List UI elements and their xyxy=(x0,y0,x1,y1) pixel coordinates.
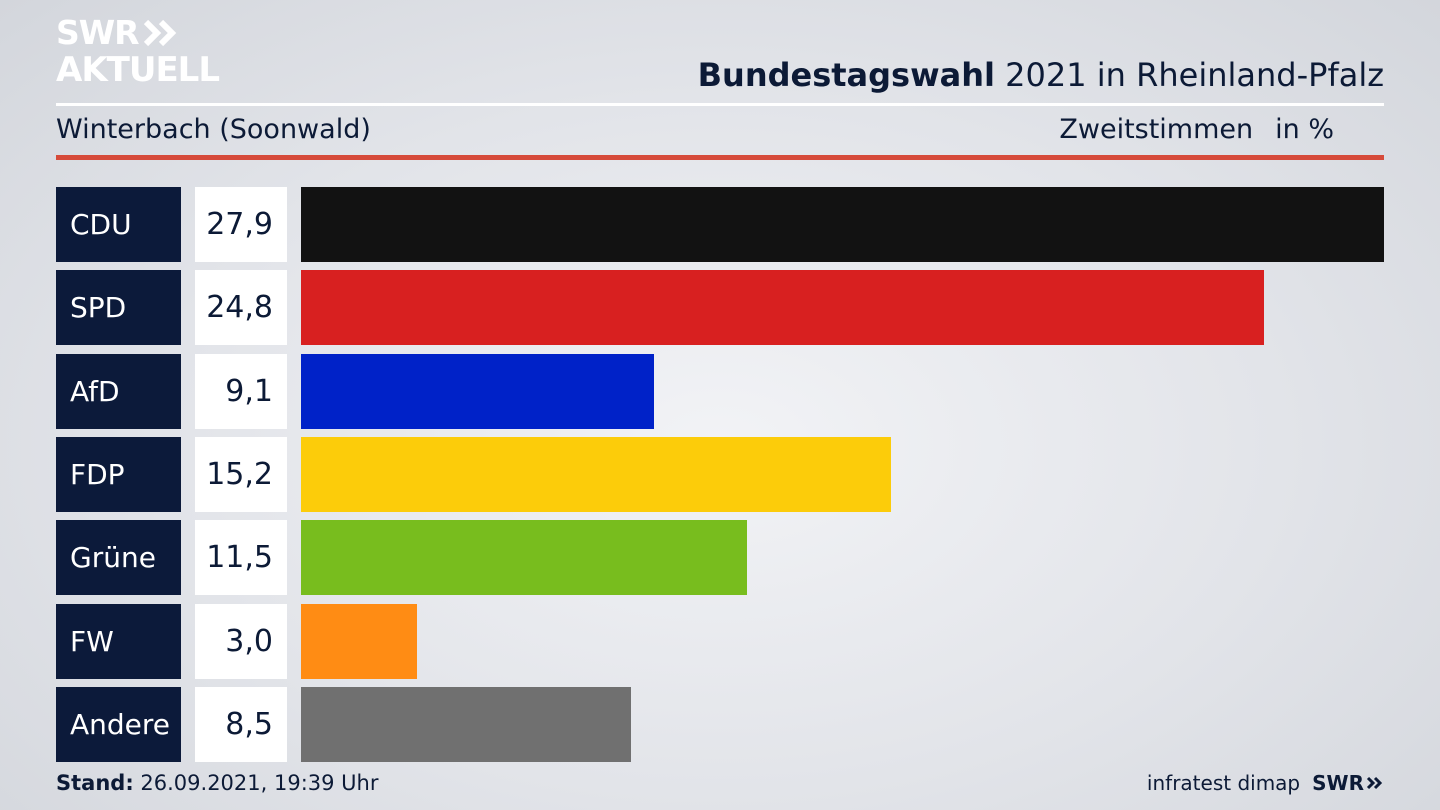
bar-row: CDU 27,9 xyxy=(56,187,1384,262)
logo-aktuell-text: AKTUELL xyxy=(56,50,220,90)
bar-row: Andere 8,5 xyxy=(56,687,1384,762)
party-label: SPD xyxy=(56,270,181,345)
accent-divider xyxy=(56,155,1384,160)
swr-footer-logo: SWR xyxy=(1312,771,1384,795)
measure-name: Zweitstimmen xyxy=(1059,114,1254,145)
header-divider xyxy=(56,103,1384,106)
value-label: 8,5 xyxy=(195,687,287,762)
bar xyxy=(301,520,747,595)
title-bold: Bundestagswahl xyxy=(697,56,995,94)
location-label: Winterbach (Soonwald) xyxy=(56,114,371,145)
party-label: Grüne xyxy=(56,520,181,595)
double-chevron-icon xyxy=(1366,776,1383,790)
party-label: FW xyxy=(56,604,181,679)
bar xyxy=(301,687,631,762)
value-label: 9,1 xyxy=(195,354,287,429)
swr-aktuell-logo: SWR AKTUELL xyxy=(56,13,220,90)
swr-footer-text: SWR xyxy=(1312,771,1364,795)
party-label: CDU xyxy=(56,187,181,262)
party-label: Andere xyxy=(56,687,181,762)
bar-row: SPD 24,8 xyxy=(56,270,1384,345)
bar xyxy=(301,187,1384,262)
bar xyxy=(301,270,1264,345)
value-label: 24,8 xyxy=(195,270,287,345)
measure-unit: in % xyxy=(1275,114,1334,145)
bar-row: AfD 9,1 xyxy=(56,354,1384,429)
value-label: 27,9 xyxy=(195,187,287,262)
bar-row: FDP 15,2 xyxy=(56,437,1384,512)
measure-label: Zweitstimmen in % xyxy=(1059,114,1334,145)
party-label: AfD xyxy=(56,354,181,429)
value-label: 11,5 xyxy=(195,520,287,595)
stand-label: Stand: xyxy=(56,771,134,795)
page-title: Bundestagswahl 2021 in Rheinland-Pfalz xyxy=(698,56,1384,94)
value-label: 15,2 xyxy=(195,437,287,512)
party-label: FDP xyxy=(56,437,181,512)
logo-swr-text: SWR xyxy=(56,13,140,52)
timestamp: Stand: 26.09.2021, 19:39 Uhr xyxy=(56,771,379,795)
double-chevron-icon xyxy=(143,19,176,46)
bar xyxy=(301,354,654,429)
title-rest: 2021 in Rheinland-Pfalz xyxy=(995,56,1384,94)
source-label: infratest dimap xyxy=(1146,771,1301,795)
bar-row: Grüne 11,5 xyxy=(56,520,1384,595)
stand-value: 26.09.2021, 19:39 Uhr xyxy=(133,771,379,795)
footer-credits: infratest dimap SWR xyxy=(1147,771,1384,795)
bar xyxy=(301,604,417,679)
value-label: 3,0 xyxy=(195,604,287,679)
bar xyxy=(301,437,891,512)
bar-row: FW 3,0 xyxy=(56,604,1384,679)
